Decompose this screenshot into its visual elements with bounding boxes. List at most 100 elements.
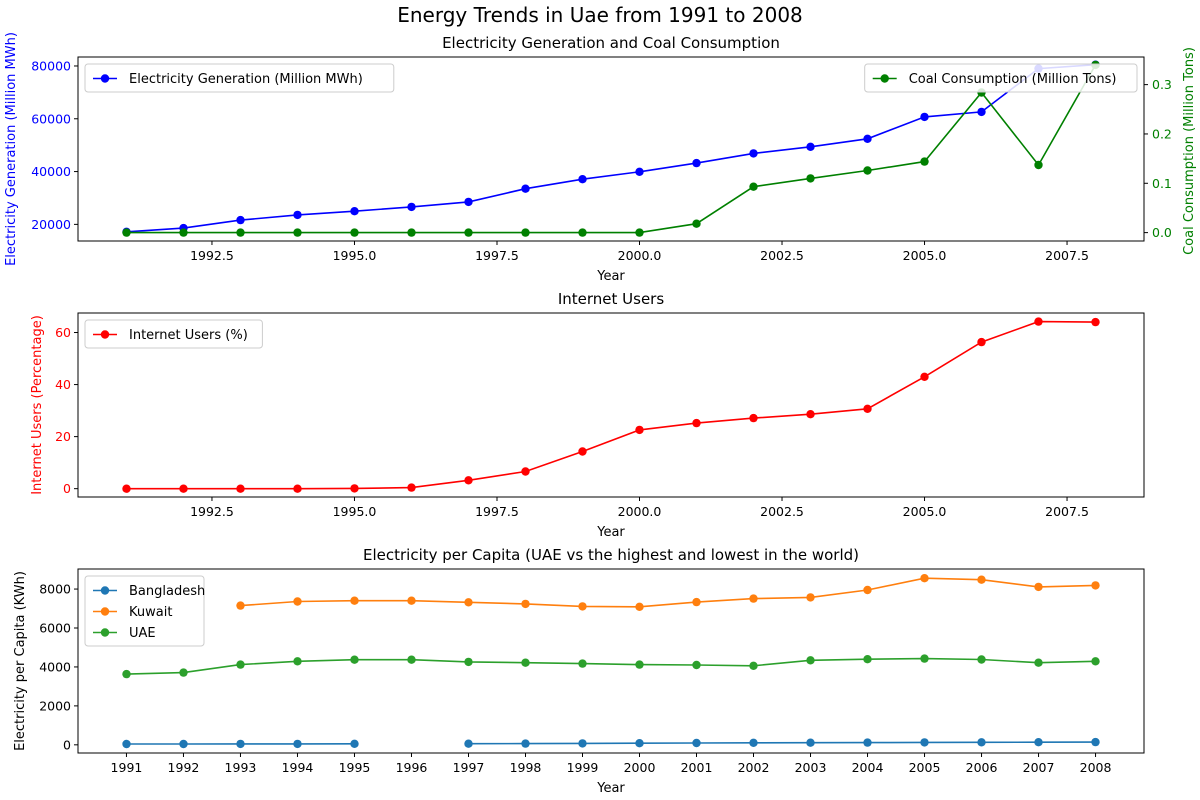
data-point bbox=[692, 660, 701, 670]
legend-label: Bangladesh bbox=[129, 584, 205, 599]
legend: Internet Users (%) bbox=[84, 319, 263, 349]
data-point bbox=[635, 660, 644, 669]
data-point bbox=[521, 599, 530, 609]
legend-box bbox=[864, 63, 1138, 93]
x-tick-label: 1993 bbox=[225, 760, 257, 775]
data-point bbox=[236, 215, 245, 225]
data-point bbox=[977, 655, 986, 664]
data-point bbox=[407, 202, 416, 212]
y-tick-label: 6000 bbox=[39, 620, 71, 635]
x-tick-label: 2002.5 bbox=[760, 504, 804, 519]
data-point bbox=[806, 174, 815, 183]
y-tick-label: 4000 bbox=[39, 659, 71, 674]
data-point bbox=[749, 594, 758, 603]
internet-users-chart: Internet Users 1992.5 1995.0 1997.5 2000.0 20… bbox=[30, 290, 1145, 540]
data-point bbox=[806, 142, 815, 151]
data-point bbox=[236, 484, 245, 493]
data-point bbox=[350, 739, 359, 748]
plot-frame bbox=[77, 312, 1145, 498]
data-point bbox=[692, 597, 701, 607]
electricity-per-capita-chart: Electricity per Capita (UAE vs the highe… bbox=[13, 546, 1145, 796]
data-point bbox=[920, 112, 929, 122]
data-point bbox=[806, 656, 815, 665]
data-point bbox=[464, 657, 473, 667]
legend: Bangladesh Kuwait UAE bbox=[84, 575, 205, 647]
data-point bbox=[863, 738, 872, 747]
data-point bbox=[749, 149, 758, 158]
x-tick-label: 1995.0 bbox=[333, 504, 377, 519]
y-axis-label: Electricity Generation (Million MWh) bbox=[4, 32, 19, 266]
legend-swatch-marker bbox=[100, 586, 110, 595]
y-tick-label: 0 bbox=[63, 481, 71, 496]
x-tick-label: 2000.0 bbox=[618, 504, 662, 519]
data-point bbox=[293, 484, 302, 493]
legend-swatch-marker bbox=[100, 330, 110, 339]
data-point bbox=[350, 596, 359, 605]
legend-label: UAE bbox=[129, 626, 156, 641]
data-point bbox=[122, 739, 131, 749]
x-tick-label: 2001 bbox=[681, 760, 713, 775]
data-point bbox=[1034, 317, 1043, 326]
x-tick-label: 2005.0 bbox=[903, 504, 947, 519]
data-point bbox=[122, 228, 131, 237]
data-point bbox=[692, 418, 701, 428]
data-point bbox=[521, 658, 530, 667]
y-tick-label: 20 bbox=[55, 429, 71, 444]
data-point bbox=[293, 739, 302, 749]
data-point bbox=[122, 669, 131, 679]
data-point bbox=[1034, 658, 1043, 667]
data-point bbox=[977, 575, 986, 584]
right-y-tick-label: 0.1 bbox=[1152, 176, 1172, 191]
data-point bbox=[1091, 657, 1100, 666]
legend: Coal Consumption (Million Tons) bbox=[864, 63, 1138, 93]
legend-swatch-marker bbox=[100, 607, 110, 616]
chart-title: Internet Users bbox=[558, 290, 665, 308]
data-point bbox=[521, 228, 530, 237]
y-axis-label: Internet Users (Percentage) bbox=[30, 315, 45, 495]
x-axis-label: Year bbox=[596, 269, 625, 284]
x-tick-label: 2007.5 bbox=[1045, 504, 1089, 519]
data-point bbox=[863, 404, 872, 413]
data-point bbox=[464, 476, 473, 485]
legend-box bbox=[84, 319, 263, 349]
y-tick-label: 2000 bbox=[39, 698, 71, 713]
x-tick-label: 1996 bbox=[396, 760, 428, 775]
chart-title: Electricity per Capita (UAE vs the highe… bbox=[363, 546, 859, 564]
data-point bbox=[1091, 581, 1100, 590]
data-point bbox=[179, 484, 188, 493]
data-point bbox=[407, 483, 416, 492]
data-point bbox=[236, 228, 245, 237]
data-point bbox=[578, 659, 587, 668]
data-point bbox=[920, 654, 929, 663]
electricity-coal-chart: Electricity Generation and Coal Consumpt… bbox=[4, 32, 1197, 284]
series-kuwait bbox=[236, 574, 1100, 611]
y-tick-label: 20000 bbox=[31, 217, 71, 232]
data-point bbox=[464, 197, 473, 207]
data-point bbox=[749, 738, 758, 747]
data-point bbox=[179, 668, 188, 677]
data-point bbox=[692, 738, 701, 748]
data-point bbox=[293, 228, 302, 237]
data-point bbox=[578, 602, 587, 611]
plot-frame bbox=[77, 56, 1145, 242]
data-point bbox=[635, 167, 644, 176]
right-y-axis-label: Coal Consumption (Million Tons) bbox=[1182, 47, 1197, 255]
data-point bbox=[692, 219, 701, 228]
x-tick-label: 2006 bbox=[966, 760, 998, 775]
x-tick-label: 2007.5 bbox=[1045, 248, 1089, 263]
data-point bbox=[521, 739, 530, 748]
series-internet-users bbox=[122, 317, 1100, 493]
data-point bbox=[863, 585, 872, 595]
data-point bbox=[293, 657, 302, 666]
data-point bbox=[521, 467, 530, 476]
y-tick-label: 60 bbox=[55, 325, 71, 340]
x-tick-label: 1998 bbox=[510, 760, 542, 775]
legend-swatch-marker bbox=[880, 74, 889, 83]
x-axis-label: Year bbox=[596, 525, 625, 540]
data-point bbox=[749, 661, 758, 670]
data-point bbox=[236, 739, 245, 749]
series-line bbox=[126, 63, 1096, 233]
x-tick-label: 2000 bbox=[624, 760, 656, 775]
right-y-tick-label: 0.2 bbox=[1152, 126, 1172, 141]
data-point bbox=[806, 738, 815, 747]
